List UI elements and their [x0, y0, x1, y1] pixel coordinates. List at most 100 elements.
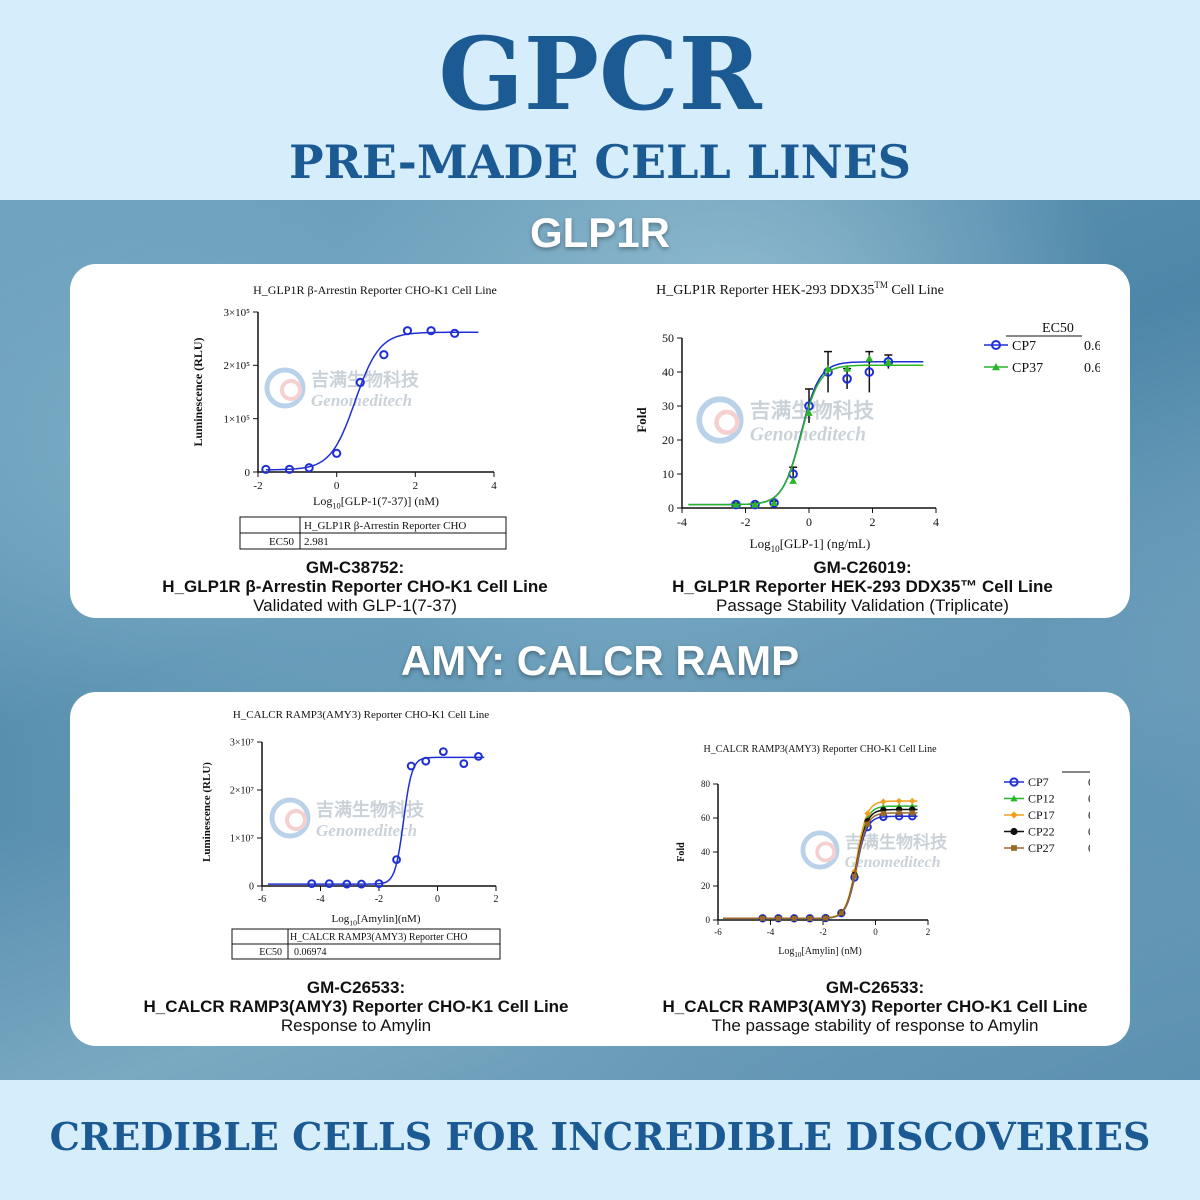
- caption-note: Passage Stability Validation (Triplicate…: [716, 596, 1009, 615]
- table-header: H_GLP1R β-Arrestin Reporter CHO: [304, 520, 466, 532]
- legend-series-ec50: 0.1881: [1088, 775, 1090, 789]
- y-tick-label: 3×10⁷: [230, 738, 255, 749]
- legend-series-name: CP27: [1028, 841, 1055, 855]
- watermark-text-cn: 吉满生物科技: [845, 832, 948, 852]
- data-point: [324, 879, 334, 889]
- watermark-text-en: Genomeditech: [316, 821, 417, 840]
- legend-series-ec50: 0.1997: [1088, 825, 1090, 839]
- x-tick-label: 0: [435, 894, 440, 905]
- caption-code: GM-C26533:: [306, 978, 406, 997]
- fit-curve: [265, 331, 479, 471]
- legend-series-ec50: 0.2026: [1088, 841, 1090, 855]
- watermark-text-en: Genomeditech: [311, 391, 412, 410]
- data-point: [402, 326, 413, 336]
- x-tick-label: 4: [491, 480, 497, 492]
- x-tick-label: -2: [741, 515, 751, 529]
- data-point: [824, 364, 832, 372]
- legend-swatch-marker: [1011, 845, 1017, 851]
- legend-header: EC50: [1042, 321, 1074, 336]
- chart-calcr-ramp3-stability: H_CALCR RAMP3(AMY3) Reporter CHO-K1 Cell…: [676, 744, 1090, 959]
- caption-glp1r-hek293: GM-C26019: H_GLP1R Reporter HEK-293 DDX3…: [610, 558, 1115, 615]
- watermark-logo-inner: [815, 841, 837, 863]
- chart-title: H_CALCR RAMP3(AMY3) Reporter CHO-K1 Cell…: [233, 709, 489, 721]
- fit-curve: [688, 364, 924, 506]
- data-point: [843, 364, 851, 372]
- watermark-text-en: Genomeditech: [750, 425, 866, 446]
- data-point: [374, 879, 384, 889]
- data-point: [864, 367, 875, 377]
- legend-series-ec50: 0.6823: [1084, 361, 1100, 376]
- y-axis-label: Luminescence (RLU): [201, 762, 213, 862]
- footer-tagline: CREDIBLE CELLS FOR INCREDIBLE DISCOVERIE…: [49, 1114, 1151, 1159]
- y-tick-label: 0: [706, 915, 711, 925]
- data-point: [459, 759, 469, 768]
- y-tick-label: 1×10⁵: [223, 414, 250, 426]
- x-tick-label: 0: [873, 927, 878, 937]
- data-point: [865, 354, 874, 362]
- data-point: [450, 328, 460, 338]
- x-tick-label: 2: [870, 515, 876, 529]
- legend-swatch-marker: [1009, 777, 1019, 787]
- legend: EC50CP70.1881CP120.1857CP170.1848CP220.1…: [1004, 771, 1090, 855]
- y-axis-label: Fold: [676, 842, 687, 862]
- chart-glp1r-arrestin: H_GLP1R β-Arrestin Reporter CHO-K1 Cell …: [191, 283, 507, 550]
- watermark-logo-inner: [285, 809, 307, 831]
- chart-title: H_GLP1R Reporter HEK-293 DDX35TM Cell Li…: [656, 280, 944, 298]
- data-point: [838, 910, 844, 916]
- caption-note: Response to Amylin: [280, 1016, 432, 1035]
- data-point: [791, 915, 797, 921]
- x-axis-label: Log10[Amylin] (nM): [778, 946, 861, 959]
- y-tick-label: 1×10⁷: [230, 834, 255, 845]
- y-tick-label: 30: [662, 399, 674, 413]
- legend: EC50 CP7 0.6349 CP37 0.6823: [984, 321, 1100, 376]
- section-heading-glp1r: GLP1R: [529, 209, 671, 256]
- legend-series-name: CP7: [1028, 775, 1049, 789]
- y-tick-label: 80: [701, 779, 711, 789]
- legend-series-ec50: 0.6349: [1084, 339, 1100, 354]
- panel-glp1r: H_GLP1R β-Arrestin Reporter CHO-K1 Cell …: [70, 264, 1130, 618]
- x-tick-label: -4: [677, 515, 687, 529]
- watermark-text-cn: 吉满生物科技: [311, 369, 420, 390]
- watermark-logo-ring: [800, 830, 840, 870]
- y-axis-label: Fold: [634, 407, 649, 433]
- x-tick-label: -4: [767, 927, 775, 937]
- y-tick-label: 0: [249, 882, 254, 893]
- chart-calcr-ramp3-response: H_CALCR RAMP3(AMY3) Reporter CHO-K1 Cell…: [201, 709, 501, 960]
- y-tick-label: 60: [701, 813, 711, 823]
- caption-note: The passage stability of response to Amy…: [711, 1016, 1039, 1035]
- data-point: [805, 409, 813, 416]
- data-point: [884, 358, 893, 365]
- data-point: [332, 448, 342, 458]
- legend-series-name: CP37: [1012, 361, 1043, 376]
- data-point: [379, 350, 389, 360]
- data-point: [261, 464, 271, 474]
- chart-title: H_CALCR RAMP3(AMY3) Reporter CHO-K1 Cell…: [703, 744, 937, 755]
- data-point: [909, 810, 915, 816]
- caption-calcr-response: GM-C26533: H_CALCR RAMP3(AMY3) Reporter …: [100, 978, 612, 1035]
- ec50-table: H_CALCR RAMP3(AMY3) Reporter CHO EC50 0.06…: [231, 928, 501, 960]
- footer-band: [0, 1080, 1200, 1200]
- x-axis-label: Log10[Amylin](nM): [332, 913, 421, 927]
- legend-series-name: CP12: [1028, 792, 1055, 806]
- caption-glp1r-arrestin: GM-C38752: H_GLP1R β-Arrestin Reporter C…: [110, 558, 600, 615]
- x-tick-label: 0: [334, 480, 340, 492]
- y-axis-label: Luminescence (RLU): [191, 338, 205, 447]
- table-row-value: 0.06974: [294, 947, 327, 958]
- x-tick-label: -2: [253, 480, 262, 492]
- data-point: [895, 797, 903, 805]
- table-row-label: EC50: [259, 947, 282, 958]
- data-point: [732, 500, 740, 508]
- chart-title: H_GLP1R β-Arrestin Reporter CHO-K1 Cell …: [253, 283, 497, 297]
- caption-code: GM-C38752:: [305, 558, 405, 577]
- y-tick-label: 0: [245, 467, 251, 479]
- data-point: [760, 915, 766, 921]
- data-point: [896, 810, 902, 816]
- series-cp27: [723, 810, 918, 921]
- series-cp37: [688, 354, 924, 508]
- data-point: [842, 374, 852, 384]
- x-tick-label: 2: [413, 480, 419, 492]
- x-tick-label: 2: [926, 927, 931, 937]
- data-point: [880, 798, 887, 805]
